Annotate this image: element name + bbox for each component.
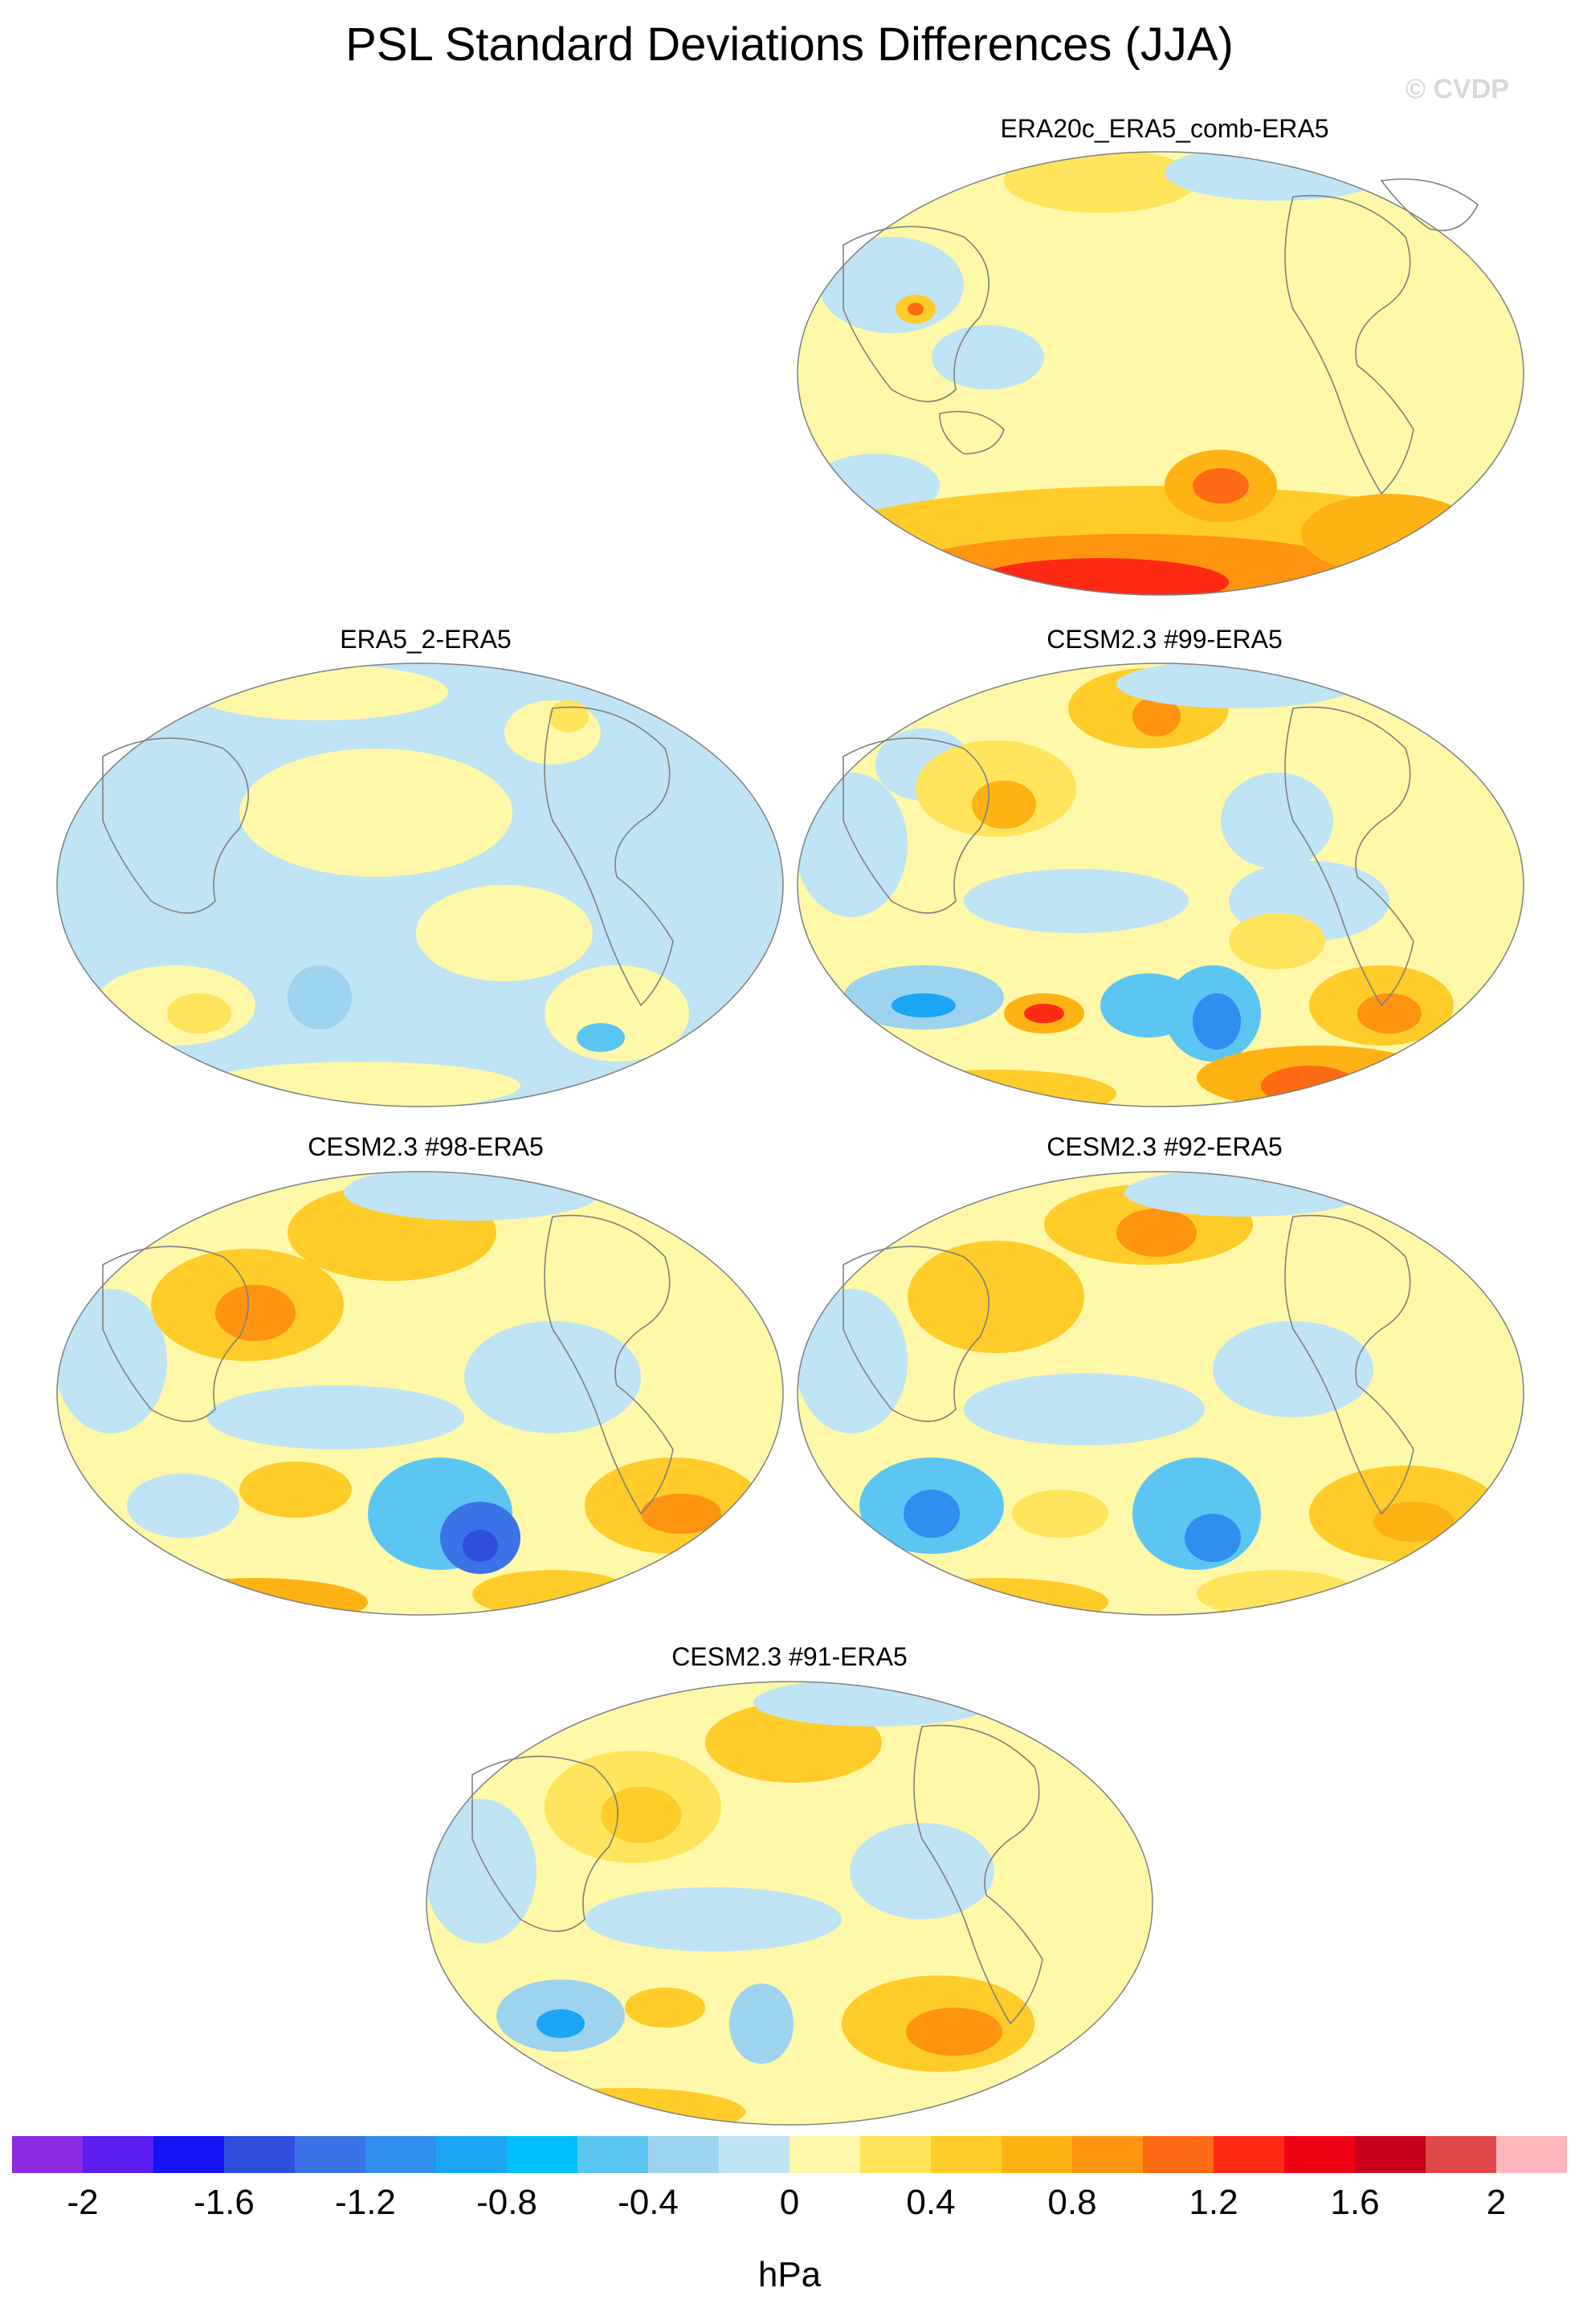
colorbar-bin <box>1496 2136 1568 2173</box>
colorbar-tick-label: -1.6 <box>194 2183 255 2222</box>
colorbar-bin <box>1143 2136 1214 2173</box>
colorbar-bin <box>436 2136 508 2173</box>
colorbar-bin <box>153 2136 225 2173</box>
colorbar-bin <box>1355 2136 1426 2173</box>
panel-title-1: ERA20c_ERA5_comb-ERA5 <box>1000 114 1329 143</box>
colorbar-bin <box>1072 2136 1144 2173</box>
map-panel-6 <box>424 1678 1155 2128</box>
colorbar-bin <box>1426 2136 1497 2173</box>
colorbar-tick-label: -1.2 <box>335 2183 396 2222</box>
colorbar-tick-label: -2 <box>67 2183 99 2222</box>
map-panel-1 <box>795 149 1526 598</box>
colorbar-bin <box>648 2136 720 2173</box>
colorbar-bin <box>12 2136 84 2173</box>
colorbar-tick-label: 1.6 <box>1330 2183 1380 2222</box>
colorbar-bin <box>1002 2136 1073 2173</box>
colorbar-tick-label: 2 <box>1486 2183 1507 2222</box>
map-panel-4 <box>55 1168 785 1618</box>
panel-title-2: ERA5_2-ERA5 <box>340 625 512 654</box>
colorbar-bin <box>860 2136 932 2173</box>
colorbar-bin <box>224 2136 296 2173</box>
panel-title-3: CESM2.3 #99-ERA5 <box>1047 625 1283 654</box>
colorbar-bin <box>507 2136 578 2173</box>
panel-title-5: CESM2.3 #92-ERA5 <box>1047 1132 1283 1161</box>
colorbar-bin <box>1284 2136 1356 2173</box>
colorbar-bin <box>295 2136 366 2173</box>
colorbar-tick-label: 0 <box>779 2183 800 2222</box>
colorbar-bin <box>365 2136 437 2173</box>
colorbar-bin <box>931 2136 1002 2173</box>
colorbar-bin <box>1214 2136 1285 2173</box>
figure-title: PSL Standard Deviations Differences (JJA… <box>345 18 1234 71</box>
colorbar-bin <box>719 2136 790 2173</box>
panel-title-4: CESM2.3 #98-ERA5 <box>308 1132 544 1161</box>
watermark: © CVDP <box>1406 74 1509 104</box>
colorbar-tick-label: 0.4 <box>906 2183 956 2222</box>
colorbar-bin <box>83 2136 154 2173</box>
colorbar-bin <box>790 2136 861 2173</box>
map-panel-2 <box>55 660 785 1110</box>
map-panel-5 <box>795 1168 1526 1618</box>
colorbar <box>12 2136 1568 2173</box>
colorbar-tick-label: 0.8 <box>1047 2183 1097 2222</box>
colorbar-bin <box>577 2136 649 2173</box>
colorbar-tick-label: -0.4 <box>618 2183 679 2222</box>
colorbar-tick-label: 1.2 <box>1189 2183 1238 2222</box>
panel-title-6: CESM2.3 #91-ERA5 <box>671 1642 908 1671</box>
map-panel-3 <box>795 660 1526 1110</box>
colorbar-tick-label: -0.8 <box>476 2183 537 2222</box>
colorbar-units: hPa <box>757 2255 822 2294</box>
